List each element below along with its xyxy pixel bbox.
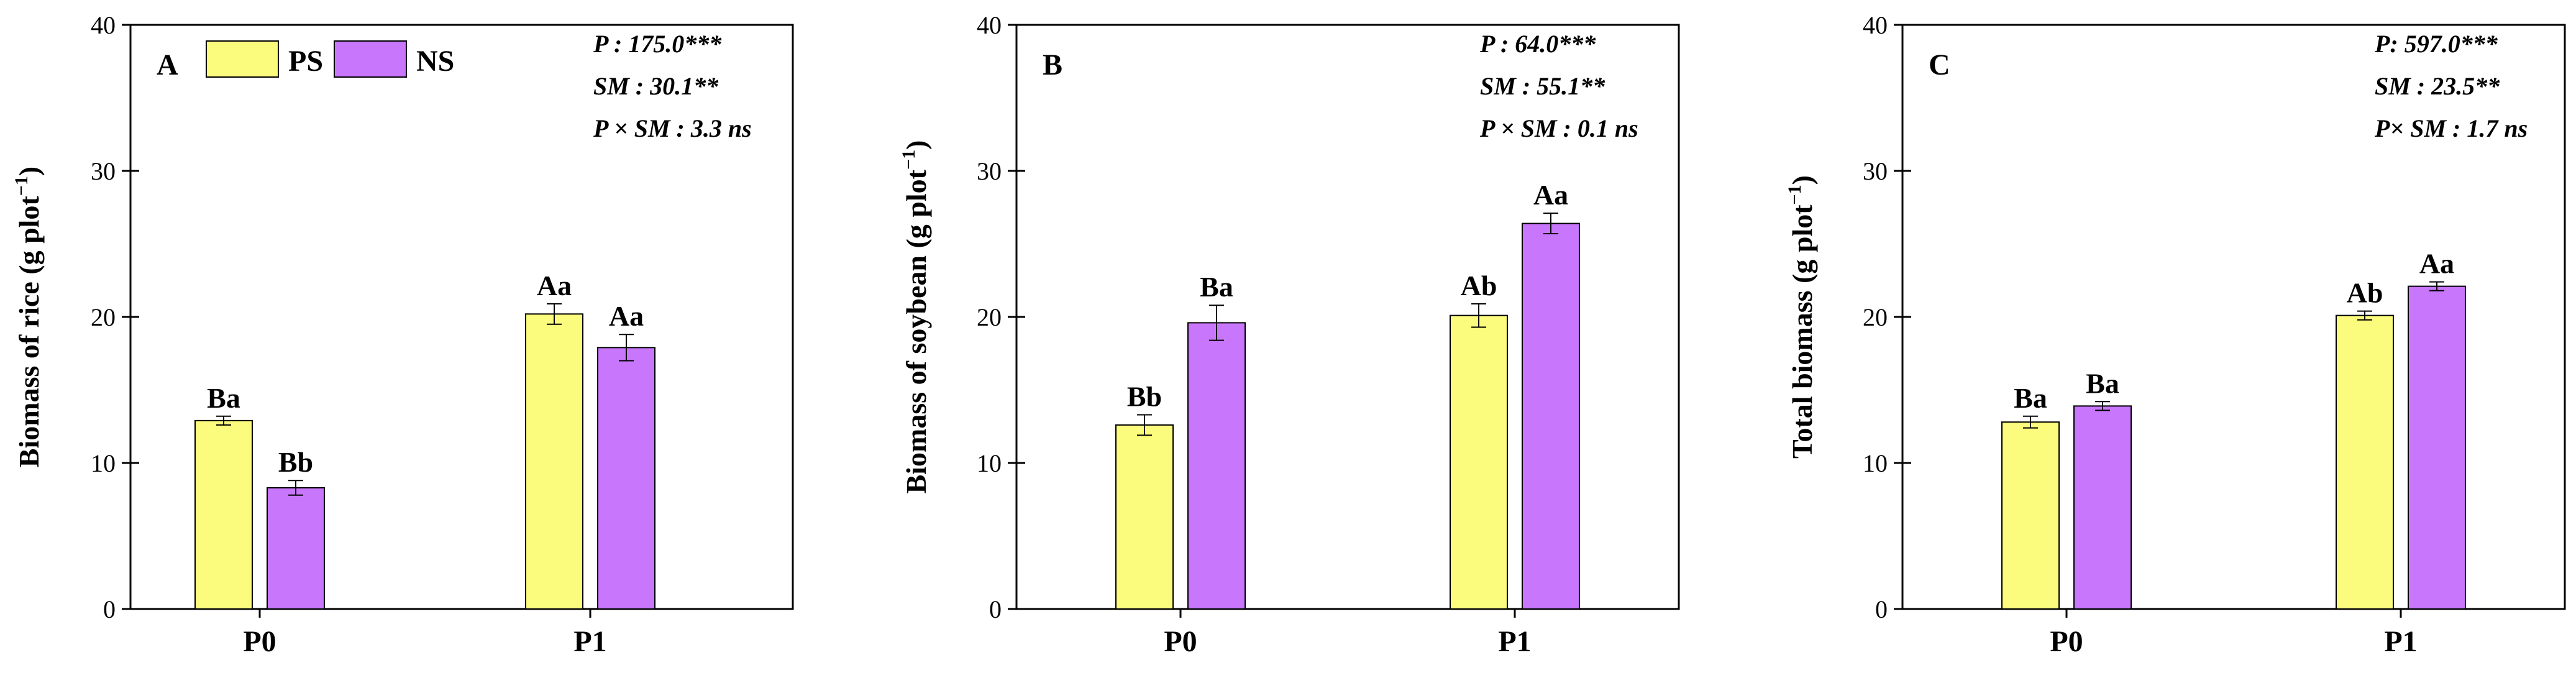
x-category-label-p0: P0 [1164,625,1197,658]
bar-ps-p0 [1115,424,1174,610]
bar-ps-p0-significance-label: Ba [207,382,240,414]
y-axis-label-main: Biomass of soybean (g plot [900,169,932,493]
panel-letter: B [1043,48,1062,81]
y-tick-label: 10 [977,449,1002,477]
stat-annotation: P : 64.0*** [1479,30,1596,58]
bar-ns-p0-significance-label: Ba [1200,271,1233,303]
bar-ps-p0 [194,419,253,610]
legend-swatch-ns [334,40,407,78]
bar-ps-p1 [2336,314,2394,610]
bar-ns-p0 [2073,405,2132,610]
bar-ns-p1 [1522,222,1580,610]
bar-ps-p1 [525,313,583,610]
stat-annotation: SM : 23.5** [2375,72,2500,100]
bar-ps-p1-significance-label: Ab [1461,270,1497,301]
y-axis-label-close: ) [13,167,45,176]
bar-ns-p0 [1187,322,1246,610]
y-tick-label: 20 [977,303,1002,331]
x-category-label-p1: P1 [1498,625,1531,658]
y-tick-label: 10 [1863,449,1888,477]
stat-annotation: P × SM : 3.3 ns [593,114,752,142]
y-tick-label: 30 [977,157,1002,185]
stat-annotation: P: 597.0*** [2374,30,2498,58]
bar-ns-p1-significance-label: Aa [1533,179,1568,211]
bar-ns-p0-significance-label: Bb [278,446,313,478]
stat-annotation: P× SM : 1.7 ns [2374,114,2528,142]
bar-ps-p0-significance-label: Bb [1127,380,1162,412]
y-axis-label-close: ) [1786,175,1818,185]
bar-ps-p0-significance-label: Ba [2014,382,2047,414]
bar-ns-p0 [267,487,325,610]
y-tick-label: 20 [1863,303,1888,331]
panel-letter: C [1929,48,1950,81]
y-axis-label-superscript: −1 [11,176,32,196]
stat-annotation: P × SM : 0.1 ns [1479,114,1638,142]
stat-annotation: SM : 55.1** [1480,72,1605,100]
y-tick-label: 40 [91,11,116,39]
y-tick-label: 40 [1863,11,1888,39]
legend-swatch-ps [206,40,279,78]
y-tick-label: 30 [1863,157,1888,185]
bar-ns-p1 [597,347,655,610]
legend-label-ns: NS [416,45,454,78]
bar-ns-p1-significance-label: Aa [2419,248,2454,280]
bar-ps-p1 [1450,314,1508,610]
x-category-label-p1: P1 [573,625,606,658]
x-category-label-p1: P1 [2384,625,2417,658]
y-axis-label-close: ) [900,140,932,150]
x-category-label-p0: P0 [243,625,276,658]
bar-ps-p1-significance-label: Ab [2347,277,2383,309]
bar-ns-p1-significance-label: Aa [609,300,644,332]
bar-ps-p1-significance-label: Aa [537,270,572,301]
y-axis-label: Biomass of rice (g plot−1) [11,167,45,467]
legend: PS NS [206,40,454,78]
y-tick-label: 0 [103,595,116,623]
y-axis-label-main: Total biomass (g plot [1786,204,1818,459]
panel-b: 0 10 20 30 40 P0 P1 Biomass of soybean (g plot−… [898,11,1680,658]
panel-letter: A [157,48,178,81]
y-axis-label: Biomass of soybean (g plot−1) [898,140,932,494]
y-tick-label: 10 [91,449,116,477]
legend-label-ps: PS [288,45,323,78]
y-tick-label: 40 [977,11,1002,39]
y-tick-label: 30 [91,157,116,185]
stat-annotation: SM : 30.1** [593,72,719,100]
stat-annotation: P : 175.0*** [593,30,722,58]
y-axis-label: Total biomass (g plot−1) [1784,175,1818,459]
y-tick-label: 0 [989,595,1002,623]
panel-c: 0 10 20 30 40 P0 P1 Total biomass (g plot−1) Ba A… [1784,11,2566,658]
bar-ps-p0 [2001,421,2060,610]
y-tick-label: 0 [1875,595,1888,623]
bar-ns-p1 [2408,285,2466,610]
y-axis-label-superscript: −1 [898,150,919,170]
y-axis-label-main: Biomass of rice (g plot [13,196,45,468]
y-tick-label: 20 [91,303,116,331]
x-category-label-p0: P0 [2050,625,2083,658]
bar-ns-p0-significance-label: Ba [2086,367,2119,399]
y-axis-label-superscript: −1 [1784,185,1805,204]
